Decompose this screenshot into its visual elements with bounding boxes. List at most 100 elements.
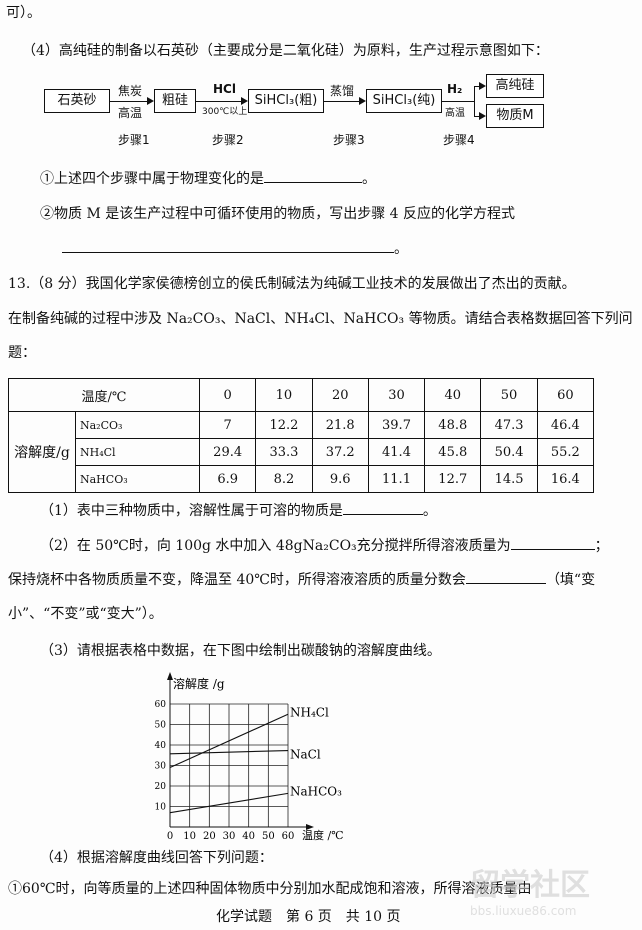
series-line <box>169 792 289 814</box>
page-footer: 化学试题 第 6 页 共 10 页 <box>216 909 401 925</box>
text: 。 <box>394 241 408 257</box>
cell: 37.2 <box>311 438 369 466</box>
q13-line: 在制备纯碱的过程中涉及 Na₂CO₃、NaCl、NH₄Cl、NaHCO₃ 等物质… <box>8 311 633 327</box>
cell: 8.2 <box>255 465 313 493</box>
text: ； <box>594 538 609 554</box>
cell: 41.4 <box>367 438 426 466</box>
cell: 16.4 <box>536 465 595 493</box>
cell: Na₂CO₃ <box>74 411 201 439</box>
header-cell: 温度/℃ <box>7 378 201 412</box>
answer-blank[interactable] <box>62 240 394 253</box>
condition-label: H₂ <box>447 82 463 96</box>
header-cell: 50 <box>480 378 538 412</box>
text: 。 <box>422 503 437 519</box>
watermark: 留学社区 bbs.liuxue86.com <box>470 868 590 918</box>
cell: NaHCO₃ <box>74 465 201 493</box>
header-cell: 0 <box>199 378 257 412</box>
header-cell: 10 <box>255 378 313 412</box>
cell: 14.5 <box>480 465 538 493</box>
table-row: 溶解度/g Na₂CO₃ 7 12.2 21.8 39.7 48.8 47.3 46.4 <box>8 411 595 493</box>
text: （2）在 50℃时，向 100g 水中加入 48gNa₂CO₃充分搅拌所得溶液质… <box>40 538 511 554</box>
row-label: 溶解度/g <box>8 411 76 493</box>
cell: 12.2 <box>255 411 313 439</box>
series-label: NH₄Cl <box>290 705 329 719</box>
flow-box: 石英砂 <box>44 89 110 113</box>
y-tick-label: 10 <box>155 803 167 813</box>
flow-box: 粗硅 <box>154 89 196 113</box>
step-label: 步骤4 <box>443 133 475 147</box>
flow-box: SiHCl₃(纯) <box>366 89 442 113</box>
condition-label: 蒸馏 <box>330 84 355 98</box>
line <box>442 101 474 102</box>
q13-line: 题： <box>8 345 36 361</box>
q13-p2: 小”、“不变”或“变大”）。 <box>8 606 163 622</box>
answer-blank[interactable] <box>264 170 362 183</box>
y-tick-label: 30 <box>155 762 167 772</box>
cell: 45.8 <box>424 438 482 466</box>
header-cell: 60 <box>536 378 595 412</box>
arrow <box>110 97 154 105</box>
text: 保持烧杯中各物质质量不变，降温至 40℃时，所得溶液溶质的质量分数会 <box>8 572 466 588</box>
cell: 55.2 <box>536 438 595 466</box>
text: ①上述四个步骤中属于物理变化的是 <box>40 171 264 187</box>
cell: 6.9 <box>199 465 257 493</box>
condition-label: 300℃以上 <box>202 107 248 117</box>
cell: 21.8 <box>311 411 369 439</box>
q4-sub2-answer: 。 <box>62 238 408 258</box>
cell: 9.6 <box>311 465 369 493</box>
condition-label: HCl <box>213 82 236 96</box>
header-cell: 20 <box>311 378 369 412</box>
q4-sub2: ②物质 M 是该生产过程中可循环使用的物质，写出步骤 4 反应的化学方程式 <box>40 206 516 222</box>
solubility-chart: 0 10 20 30 40 50 60 10 20 30 40 50 60 溶解度 /g 温度 /℃ NH₄C… <box>155 672 344 842</box>
x-tick-label: 60 <box>282 831 295 842</box>
x-axis-label: 温度 /℃ <box>302 828 344 842</box>
x-tick-label: 10 <box>183 831 196 842</box>
q13-p1: （1）表中三种物质中，溶解性属于可溶的物质是 。 <box>40 500 437 520</box>
q4-sub1: ①上述四个步骤中属于物理变化的是 。 <box>40 168 376 188</box>
series-line <box>169 749 289 755</box>
q13-line: 13.（8 分）我国化学家侯德榜创立的侯氏制碱法为纯碱工业技术的发展做出了杰出的… <box>8 276 576 292</box>
flow-box: 物质M <box>486 104 544 128</box>
text-line: 可）。 <box>6 5 41 21</box>
cell: 11.1 <box>367 465 426 493</box>
cell: 50.4 <box>480 438 538 466</box>
step-label: 步骤1 <box>118 133 150 147</box>
arrow <box>474 112 486 120</box>
header-cell: 30 <box>367 378 426 412</box>
series-line <box>169 713 289 769</box>
y-axis-label: 溶解度 /g <box>173 676 225 691</box>
cell: 48.8 <box>424 411 482 439</box>
arrow <box>324 97 366 105</box>
cell: 39.7 <box>367 411 426 439</box>
x-tick-label: 0 <box>167 831 173 842</box>
y-tick-label: 40 <box>155 741 167 751</box>
x-tick-label: 50 <box>262 831 275 842</box>
y-tick-label: 50 <box>155 721 167 731</box>
y-tick-label: 20 <box>155 782 167 792</box>
arrow <box>474 82 486 90</box>
cell: NH₄Cl <box>74 438 201 466</box>
step-label: 步骤3 <box>333 133 365 147</box>
y-tick-label: 60 <box>155 700 167 710</box>
table-row: NaHCO₃ 6.9 8.2 9.6 11.1 12.7 14.5 16.4 <box>9 465 595 493</box>
text: （1）表中三种物质中，溶解性属于可溶的物质是 <box>40 503 343 519</box>
q13-p2: 保持烧杯中各物质质量不变，降温至 40℃时，所得溶液溶质的质量分数会 （填“变 <box>8 569 595 589</box>
answer-blank[interactable] <box>510 537 595 550</box>
answer-blank[interactable] <box>342 502 423 515</box>
table-row: NH₄Cl 29.4 33.3 37.2 41.4 45.8 50.4 55.2 <box>9 438 595 466</box>
answer-blank[interactable] <box>465 571 546 584</box>
condition-label: 高温 <box>445 108 465 119</box>
text: 。 <box>362 171 376 187</box>
cell: 7 <box>199 411 257 439</box>
q13-p2: （2）在 50℃时，向 100g 水中加入 48gNa₂CO₃充分搅拌所得溶液质… <box>40 535 609 555</box>
series-label: NaHCO₃ <box>290 784 342 798</box>
flow-box: 高纯硅 <box>486 74 544 98</box>
series-label: NaCl <box>290 748 321 762</box>
q13-p4-1: ①60℃时，向等质量的上述四种固体物质中分别加水配成饱和溶液，所得溶液质量由 <box>8 881 532 897</box>
x-axis-arrow <box>306 824 314 830</box>
x-tick-label: 30 <box>223 831 236 842</box>
q13-p4: （4）根据溶解度曲线回答下列问题： <box>40 850 273 866</box>
cell: 46.4 <box>536 411 595 439</box>
